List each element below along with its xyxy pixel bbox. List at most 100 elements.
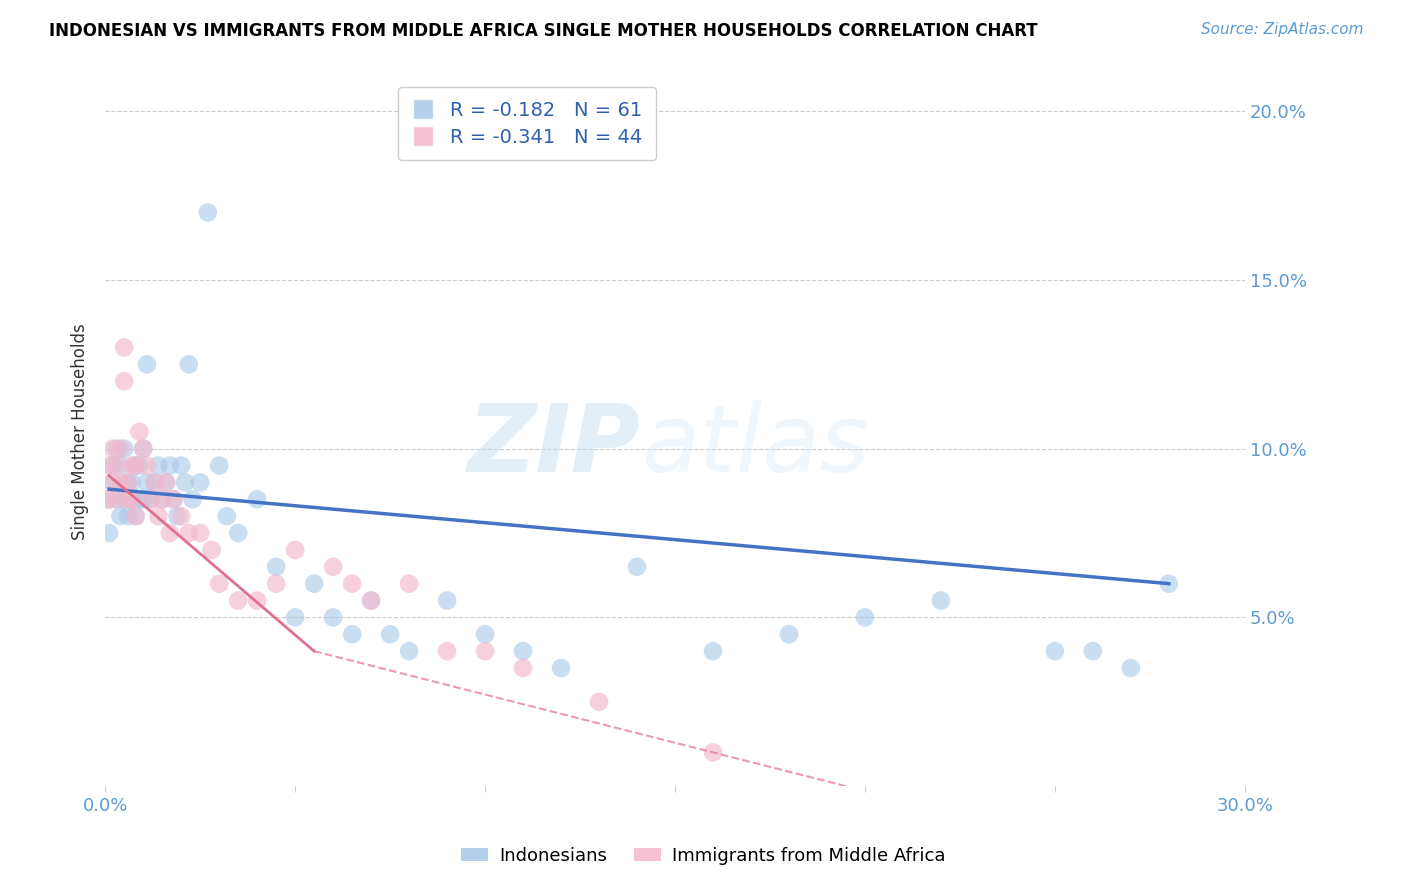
Point bbox=[170, 458, 193, 473]
Point bbox=[101, 475, 124, 490]
Point bbox=[150, 492, 173, 507]
Point bbox=[112, 442, 135, 456]
Point bbox=[124, 509, 146, 524]
Point bbox=[264, 559, 287, 574]
Point bbox=[150, 492, 173, 507]
Text: INDONESIAN VS IMMIGRANTS FROM MIDDLE AFRICA SINGLE MOTHER HOUSEHOLDS CORRELATION: INDONESIAN VS IMMIGRANTS FROM MIDDLE AFR… bbox=[49, 22, 1038, 40]
Point bbox=[155, 475, 177, 490]
Point bbox=[143, 475, 166, 490]
Point bbox=[208, 458, 231, 473]
Point bbox=[101, 442, 124, 456]
Point bbox=[929, 593, 952, 607]
Point bbox=[398, 576, 420, 591]
Point bbox=[1081, 644, 1104, 658]
Point bbox=[360, 593, 382, 607]
Point bbox=[398, 644, 420, 658]
Point bbox=[143, 475, 166, 490]
Point bbox=[512, 644, 534, 658]
Point bbox=[132, 442, 155, 456]
Point bbox=[105, 492, 128, 507]
Point bbox=[98, 492, 121, 507]
Point bbox=[148, 458, 170, 473]
Point bbox=[378, 627, 401, 641]
Point bbox=[702, 745, 724, 759]
Point bbox=[1157, 576, 1180, 591]
Point bbox=[162, 492, 184, 507]
Point bbox=[702, 644, 724, 658]
Point bbox=[177, 357, 200, 371]
Point bbox=[174, 475, 197, 490]
Point bbox=[188, 475, 211, 490]
Point bbox=[121, 458, 143, 473]
Point bbox=[139, 492, 162, 507]
Point bbox=[136, 357, 159, 371]
Point bbox=[128, 425, 150, 439]
Point bbox=[1119, 661, 1142, 675]
Point bbox=[117, 475, 139, 490]
Point bbox=[322, 610, 344, 624]
Point bbox=[159, 526, 181, 541]
Point bbox=[105, 492, 128, 507]
Point bbox=[139, 492, 162, 507]
Point bbox=[436, 644, 458, 658]
Point bbox=[128, 458, 150, 473]
Point bbox=[322, 559, 344, 574]
Point bbox=[117, 509, 139, 524]
Point bbox=[360, 593, 382, 607]
Point bbox=[112, 340, 135, 354]
Point bbox=[98, 492, 121, 507]
Point bbox=[124, 458, 146, 473]
Point bbox=[132, 442, 155, 456]
Text: Source: ZipAtlas.com: Source: ZipAtlas.com bbox=[1201, 22, 1364, 37]
Point bbox=[110, 458, 132, 473]
Point bbox=[181, 492, 204, 507]
Point bbox=[155, 475, 177, 490]
Point bbox=[148, 509, 170, 524]
Point bbox=[340, 576, 363, 591]
Point bbox=[778, 627, 800, 641]
Point bbox=[121, 475, 143, 490]
Point bbox=[124, 458, 146, 473]
Point bbox=[197, 205, 219, 219]
Point bbox=[436, 593, 458, 607]
Point bbox=[1043, 644, 1066, 658]
Point bbox=[105, 458, 128, 473]
Point bbox=[159, 458, 181, 473]
Point bbox=[284, 610, 307, 624]
Point bbox=[124, 509, 146, 524]
Y-axis label: Single Mother Households: Single Mother Households bbox=[72, 324, 89, 541]
Point bbox=[550, 661, 572, 675]
Legend: R = -0.182   N = 61, R = -0.341   N = 44: R = -0.182 N = 61, R = -0.341 N = 44 bbox=[398, 87, 657, 161]
Point bbox=[474, 644, 496, 658]
Point bbox=[588, 695, 610, 709]
Point bbox=[121, 492, 143, 507]
Point bbox=[101, 475, 124, 490]
Point bbox=[101, 458, 124, 473]
Point bbox=[188, 526, 211, 541]
Legend: Indonesians, Immigrants from Middle Africa: Indonesians, Immigrants from Middle Afri… bbox=[451, 838, 955, 874]
Point bbox=[136, 475, 159, 490]
Point bbox=[284, 542, 307, 557]
Point bbox=[98, 458, 121, 473]
Point bbox=[117, 475, 139, 490]
Point bbox=[128, 492, 150, 507]
Text: atlas: atlas bbox=[641, 401, 869, 491]
Point bbox=[105, 442, 128, 456]
Point bbox=[474, 627, 496, 641]
Point bbox=[110, 442, 132, 456]
Point bbox=[177, 526, 200, 541]
Point bbox=[121, 492, 143, 507]
Point bbox=[117, 492, 139, 507]
Point bbox=[226, 526, 249, 541]
Point bbox=[264, 576, 287, 591]
Point bbox=[246, 593, 269, 607]
Point bbox=[170, 509, 193, 524]
Point bbox=[200, 542, 222, 557]
Point bbox=[208, 576, 231, 591]
Point bbox=[112, 492, 135, 507]
Point bbox=[215, 509, 238, 524]
Point bbox=[340, 627, 363, 641]
Point bbox=[626, 559, 648, 574]
Point bbox=[246, 492, 269, 507]
Point bbox=[226, 593, 249, 607]
